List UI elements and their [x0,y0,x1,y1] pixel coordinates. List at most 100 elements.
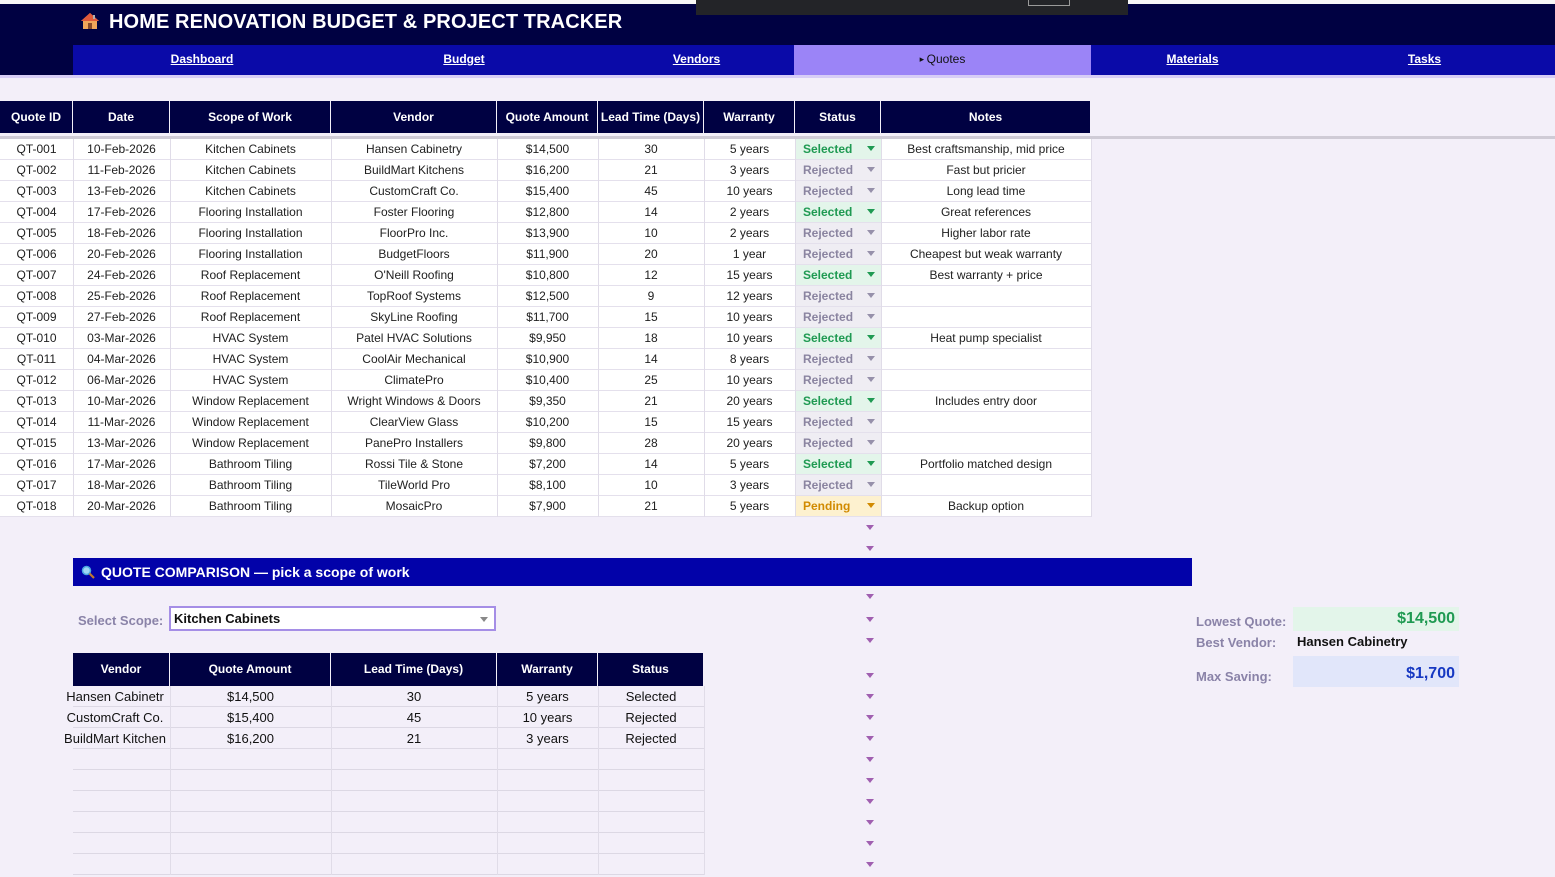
dropdown-arrow-icon[interactable] [866,638,874,643]
cell-text: 2 years [729,205,770,219]
cell-warranty: 8 years [704,349,795,370]
cell-text: 10 [644,478,658,492]
cell-lead-time: 20 [598,244,704,265]
cell-amount: $8,100 [497,475,598,496]
dropdown-arrow-icon[interactable] [867,398,875,403]
lowest-quote-label: Lowest Quote: [1196,614,1287,629]
dropdown-arrow-icon[interactable] [867,461,875,466]
dropdown-arrow-icon[interactable] [866,715,874,720]
status-label: Selected [803,394,853,408]
status-dropdown[interactable]: Selected [795,139,881,160]
col-header-status: Status [795,101,881,133]
cell-notes [881,370,1091,391]
dropdown-arrow-icon[interactable] [867,251,875,256]
cell-quote-id: QT-012 [0,370,73,391]
cell-text: Bathroom Tiling [208,478,293,492]
cmp-header-vendor: Vendor [73,653,170,686]
cell-warranty: 15 years [704,412,795,433]
tab-dashboard[interactable]: Dashboard [73,45,331,75]
status-dropdown[interactable]: Rejected [795,223,881,244]
cell-text: 28 [644,436,658,450]
column-divider [497,139,498,517]
dropdown-arrow-icon[interactable] [867,272,875,277]
status-dropdown[interactable]: Pending [795,496,881,517]
status-dropdown[interactable]: Rejected [795,307,881,328]
cell-date: 10-Feb-2026 [73,139,170,160]
dropdown-arrow-icon[interactable] [867,314,875,319]
dropdown-arrow-icon[interactable] [867,356,875,361]
dropdown-arrow-icon[interactable] [866,594,874,599]
status-dropdown[interactable]: Rejected [795,286,881,307]
status-dropdown[interactable]: Rejected [795,412,881,433]
cell-date: 18-Mar-2026 [73,475,170,496]
col-header-quote-id: Quote ID [0,101,73,133]
dropdown-arrow-icon[interactable] [866,617,874,622]
status-dropdown[interactable]: Selected [795,328,881,349]
dropdown-arrow-icon[interactable] [866,525,874,530]
dropdown-arrow-icon[interactable] [867,419,875,424]
cmp-cell-status: Rejected [625,731,677,746]
overlay-button[interactable] [1028,0,1070,6]
dropdown-arrow-icon[interactable] [867,167,875,172]
chevron-down-icon[interactable] [480,617,488,622]
scope-select[interactable]: Kitchen Cabinets [169,606,496,631]
cell-vendor: MosaicPro [331,496,497,517]
cmp-cell-warranty: 3 years [526,731,569,746]
dropdown-arrow-icon[interactable] [866,694,874,699]
row-divider [73,706,704,707]
cell-warranty: 5 years [704,496,795,517]
tab-materials[interactable]: Materials [1091,45,1294,75]
dropdown-arrow-icon[interactable] [866,799,874,804]
status-dropdown[interactable]: Rejected [795,160,881,181]
row-divider [73,811,704,812]
status-dropdown[interactable]: Rejected [795,370,881,391]
cell-notes: Heat pump specialist [881,328,1091,349]
dropdown-arrow-icon[interactable] [867,482,875,487]
dropdown-arrow-icon[interactable] [867,293,875,298]
cell-text: 03-Mar-2026 [87,331,156,345]
dropdown-arrow-icon[interactable] [866,736,874,741]
tab-tasks[interactable]: Tasks [1294,45,1555,75]
status-dropdown[interactable]: Rejected [795,475,881,496]
dropdown-arrow-icon[interactable] [867,377,875,382]
status-dropdown[interactable]: Selected [795,391,881,412]
dropdown-arrow-icon[interactable] [867,440,875,445]
cell-text: $10,800 [525,268,570,282]
cell-scope: HVAC System [170,349,331,370]
dropdown-arrow-icon[interactable] [867,146,875,151]
tab-quotes[interactable]: Quotes [794,45,1091,75]
dropdown-arrow-icon[interactable] [867,230,875,235]
dropdown-arrow-icon[interactable] [867,503,875,508]
cell-vendor: CoolAir Mechanical [331,349,497,370]
cell-scope: Flooring Installation [170,244,331,265]
dropdown-arrow-icon[interactable] [867,188,875,193]
cell-text: QT-016 [16,457,57,471]
dropdown-arrow-icon[interactable] [866,862,874,867]
cell-text: Wright Windows & Doors [347,394,481,408]
status-dropdown[interactable]: Rejected [795,244,881,265]
status-label: Rejected [803,352,854,366]
status-dropdown[interactable]: Rejected [795,349,881,370]
cell-warranty: 20 years [704,391,795,412]
dropdown-arrow-icon[interactable] [866,757,874,762]
best-vendor-value: Hansen Cabinetry [1293,631,1459,653]
cell-notes: Cheapest but weak warranty [881,244,1091,265]
cell-scope: Bathroom Tiling [170,475,331,496]
status-dropdown[interactable]: Selected [795,454,881,475]
cell-text: 5 years [729,499,770,513]
dropdown-arrow-icon[interactable] [866,546,874,551]
tab-budget[interactable]: Budget [331,45,597,75]
tab-vendors[interactable]: Vendors [597,45,796,75]
status-dropdown[interactable]: Rejected [795,181,881,202]
dropdown-arrow-icon[interactable] [867,209,875,214]
cell-date: 06-Mar-2026 [73,370,170,391]
dropdown-arrow-icon[interactable] [866,841,874,846]
cell-text: 21 [644,499,658,513]
status-dropdown[interactable]: Selected [795,265,881,286]
dropdown-arrow-icon[interactable] [866,778,874,783]
status-dropdown[interactable]: Rejected [795,433,881,454]
dropdown-arrow-icon[interactable] [867,335,875,340]
dropdown-arrow-icon[interactable] [866,673,874,678]
status-dropdown[interactable]: Selected [795,202,881,223]
dropdown-arrow-icon[interactable] [866,820,874,825]
